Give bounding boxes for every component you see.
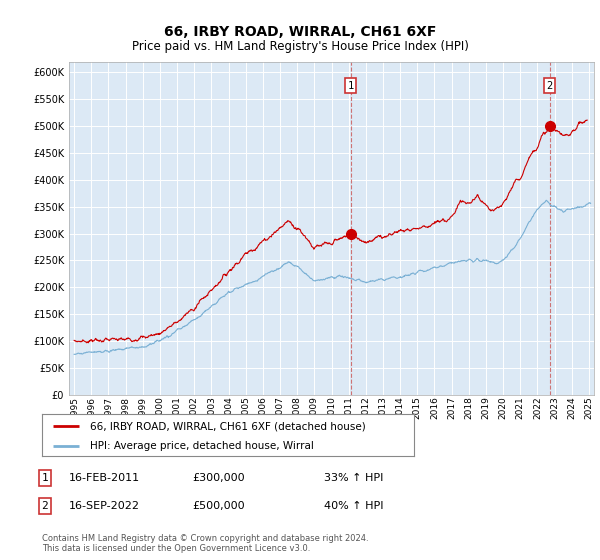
Text: 1: 1 [41, 473, 49, 483]
Text: £300,000: £300,000 [192, 473, 245, 483]
Text: 1: 1 [347, 81, 354, 91]
Text: Contains HM Land Registry data © Crown copyright and database right 2024.
This d: Contains HM Land Registry data © Crown c… [42, 534, 368, 553]
Text: 16-SEP-2022: 16-SEP-2022 [69, 501, 140, 511]
Text: 16-FEB-2011: 16-FEB-2011 [69, 473, 140, 483]
Text: Price paid vs. HM Land Registry's House Price Index (HPI): Price paid vs. HM Land Registry's House … [131, 40, 469, 53]
Text: 2: 2 [547, 81, 553, 91]
Text: HPI: Average price, detached house, Wirral: HPI: Average price, detached house, Wirr… [91, 441, 314, 451]
Text: 2: 2 [41, 501, 49, 511]
Text: 33% ↑ HPI: 33% ↑ HPI [324, 473, 383, 483]
Text: £500,000: £500,000 [192, 501, 245, 511]
Text: 66, IRBY ROAD, WIRRAL, CH61 6XF: 66, IRBY ROAD, WIRRAL, CH61 6XF [164, 25, 436, 39]
Text: 40% ↑ HPI: 40% ↑ HPI [324, 501, 383, 511]
Text: 66, IRBY ROAD, WIRRAL, CH61 6XF (detached house): 66, IRBY ROAD, WIRRAL, CH61 6XF (detache… [91, 421, 366, 431]
